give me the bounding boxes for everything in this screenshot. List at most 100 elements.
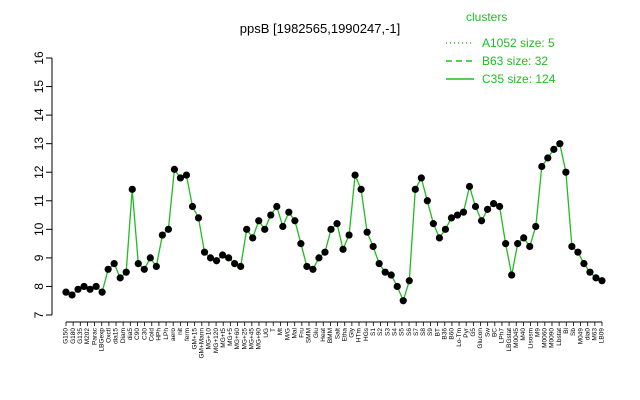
- data-point: [152, 262, 160, 271]
- data-point: [333, 220, 341, 228]
- data-point: [92, 282, 100, 291]
- x-tick-label: MG+60: [234, 328, 241, 350]
- data-point: [104, 265, 112, 273]
- data-point: [544, 154, 552, 162]
- x-tick-label: G150: [63, 328, 70, 344]
- x-tick-label: B36: [441, 328, 448, 340]
- data-point: [62, 288, 70, 296]
- x-tick-label: M049: [577, 328, 584, 345]
- x-tick-label: dia5: [127, 328, 134, 341]
- data-point: [285, 208, 293, 216]
- x-tick-label: Lo-Tm: [456, 328, 463, 347]
- data-point: [453, 211, 462, 219]
- data-point: [562, 168, 570, 176]
- x-tick-label: LBGstat: [506, 328, 513, 352]
- data-point: [194, 214, 203, 222]
- data-point: [502, 240, 510, 248]
- data-point: [297, 240, 305, 248]
- x-tick-label: Mt: [277, 328, 284, 335]
- data-point: [435, 234, 443, 242]
- legend-entry: A1052 size: 5: [482, 36, 555, 50]
- x-tick-label: M/G: [284, 328, 291, 340]
- data-point: [74, 285, 82, 293]
- x-tick-label: Lisosm: [527, 328, 534, 349]
- x-axis: G150 G180 G135 M202 Parac LBGexp Oxctl dia15 Dia…: [63, 321, 606, 359]
- data-point: [249, 234, 257, 242]
- data-point: [188, 202, 197, 211]
- data-point: [429, 220, 437, 228]
- x-tick-label: LB09: [599, 328, 606, 344]
- data-point: [164, 225, 172, 233]
- x-tick-label: LBGexp: [98, 328, 105, 352]
- data-point: [411, 185, 419, 193]
- data-point: [345, 231, 353, 239]
- data-point: [399, 297, 407, 305]
- data-point: [279, 222, 287, 231]
- x-tick-label: S9: [427, 328, 434, 336]
- x-tick-label: S7: [413, 328, 420, 336]
- legend-entry: C35 size: 124: [482, 72, 556, 86]
- x-tick-label: SMM: [306, 328, 313, 343]
- x-tick-label: M0090: [549, 328, 556, 348]
- x-tick-label: MG+120: [213, 328, 220, 353]
- x-tick-label: Mal: [291, 327, 298, 338]
- data-point: [496, 202, 504, 211]
- x-tick-label: MG+10: [206, 328, 213, 350]
- x-tick-label: Diam: [120, 328, 127, 343]
- x-tick-label: GM+Mann: [199, 328, 206, 359]
- data-point: [303, 262, 311, 271]
- x-tick-label: S3: [384, 328, 391, 336]
- data-point: [369, 242, 377, 251]
- data-point: [514, 240, 522, 248]
- x-tick-label: LPh7: [499, 328, 506, 344]
- data-point: [538, 162, 546, 171]
- data-point: [212, 257, 221, 265]
- data-point: [176, 174, 185, 182]
- data-point: [80, 282, 88, 291]
- x-tick-label: HGs: [363, 327, 370, 341]
- data-point: [586, 268, 594, 276]
- x-tick-label: aero: [170, 328, 177, 341]
- x-tick-label: GM+15: [191, 328, 198, 350]
- data-point: [68, 291, 76, 299]
- x-tick-label: HPh: [156, 328, 163, 341]
- data-point: [291, 217, 299, 225]
- x-tick-label: BT: [434, 328, 441, 336]
- legend-title: clusters: [466, 10, 507, 24]
- y-tick-label: 10: [32, 222, 46, 236]
- data-point: [351, 171, 359, 179]
- data-point: [327, 225, 335, 233]
- y-tick-label: 16: [32, 51, 46, 65]
- y-tick-label: 15: [32, 80, 46, 94]
- data-point: [98, 288, 106, 296]
- x-tick-label: C30: [141, 328, 148, 340]
- x-tick-label: C90: [134, 328, 141, 340]
- data-point: [321, 248, 329, 256]
- data-point: [206, 254, 215, 262]
- x-tick-label: Gly: [349, 327, 356, 338]
- x-tick-label: UG: [263, 328, 270, 338]
- x-tick-label: ferm: [184, 328, 191, 341]
- data-point: [140, 265, 148, 273]
- data-point: [225, 254, 233, 262]
- chart-title: ppsB [1982565,1990247,-1]: [240, 21, 400, 36]
- data-point: [465, 182, 474, 191]
- x-tick-label: Bl: [563, 327, 570, 333]
- x-tick-label: Parac: [91, 327, 98, 345]
- data-point: [261, 225, 269, 233]
- x-tick-label: MG+5: [227, 328, 234, 346]
- data-point: [483, 205, 492, 213]
- data-point: [357, 185, 365, 193]
- x-tick-label: Glu: [313, 328, 320, 339]
- x-tick-label: Fru: [299, 328, 306, 338]
- data-point: [556, 140, 564, 148]
- y-tick-label: 9: [32, 254, 46, 261]
- x-tick-label: HTm: [356, 328, 363, 342]
- x-tick-label: G5: [470, 328, 477, 337]
- x-tick-label: G135: [77, 328, 84, 344]
- x-tick-label: MG+25: [241, 328, 248, 350]
- data-point: [574, 248, 582, 256]
- data-point: [86, 285, 94, 293]
- data-point: [243, 225, 251, 233]
- x-tick-label: MG+90: [256, 328, 263, 350]
